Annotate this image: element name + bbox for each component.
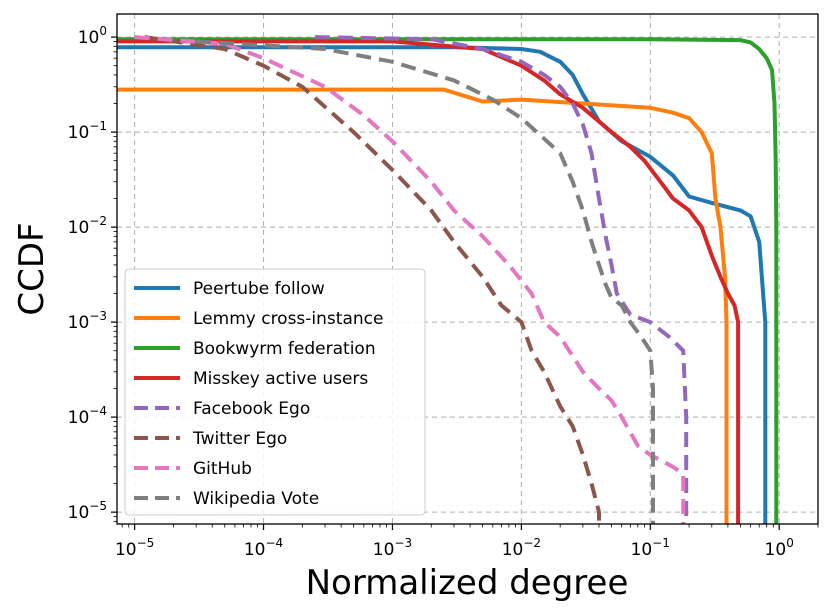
x-tick-label: 10−3	[373, 536, 412, 560]
series-line-4	[117, 39, 741, 524]
y-tick-label: 10−2	[68, 214, 107, 238]
y-tick-label: 10−5	[68, 499, 107, 523]
legend-box	[124, 268, 426, 516]
series-line-6	[144, 35, 601, 524]
y-tick-label: 10−3	[68, 309, 107, 333]
legend-label-7: GitHub	[193, 459, 252, 479]
x-axis-title: Normalized degree	[306, 563, 629, 603]
legend-label-8: Wikipedia Vote	[193, 489, 319, 509]
legend-label-1: Peertube follow	[193, 279, 325, 299]
x-tick-label: 10−4	[244, 536, 283, 560]
legend-label-4: Misskey active users	[193, 369, 368, 389]
series-line-1	[117, 45, 768, 524]
y-tick-label: 10−4	[68, 404, 107, 428]
series-layer	[117, 35, 779, 524]
legend-label-3: Bookwyrm federation	[193, 339, 376, 359]
x-tick-label: 10−2	[502, 536, 541, 560]
x-tick-label: 10−5	[115, 536, 154, 560]
x-tick-label: 100	[765, 536, 794, 560]
x-tick-label: 10−1	[631, 536, 670, 560]
y-tick-label: 100	[78, 24, 107, 48]
series-line-7	[134, 35, 686, 524]
legend-label-2: Lemmy cross-instance	[193, 309, 383, 329]
plot-frame	[116, 13, 819, 525]
series-line-3	[117, 37, 779, 524]
legend: Peertube follow Lemmy cross-instance Bookw…	[124, 268, 426, 516]
legend-label-5: Facebook Ego	[193, 399, 310, 419]
series-line-5	[314, 35, 689, 524]
y-tick-label: 10−1	[68, 119, 107, 143]
y-axis-title: CCDF	[12, 222, 52, 315]
legend-label-6: Twitter Ego	[192, 429, 287, 449]
ticks: 10−5 10−4 10−3 10−2 10−1 100 10−5 10−4 10−3 10−2 1…	[68, 24, 819, 560]
series-line-8	[195, 39, 655, 524]
